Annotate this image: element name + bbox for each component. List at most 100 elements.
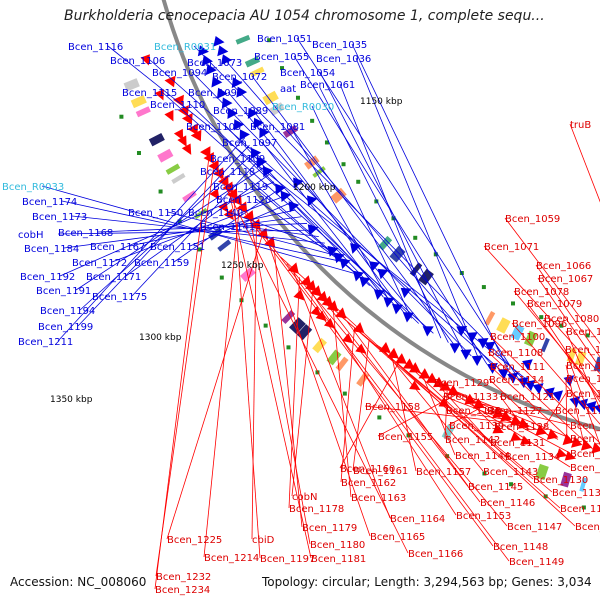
red-leader-line	[565, 330, 600, 410]
marker-dot	[509, 482, 514, 487]
reverse-gene-label: Bcen_1138	[446, 406, 501, 417]
red-leader-line	[250, 220, 311, 545]
reverse-gene-label: Bcen_1164	[390, 514, 445, 525]
reverse-gene-arrow	[408, 362, 421, 373]
reverse-gene-arrow	[520, 435, 532, 445]
blue-leader-line	[191, 71, 472, 357]
reverse-gene-arrow	[164, 110, 174, 122]
cog-category-block	[535, 463, 549, 481]
forward-gene-arrow	[507, 372, 519, 384]
forward-gene-arrow	[460, 349, 472, 360]
blue-leader-line	[289, 125, 391, 303]
blue-leader-line	[339, 83, 442, 339]
reverse-gene-arrow	[418, 368, 431, 379]
forward-gene-label: Bcen_1211	[18, 337, 73, 348]
cog-category-block	[356, 371, 370, 387]
reverse-gene-label: Bcen_1163	[351, 493, 406, 504]
reverse-gene-label: Bcen_1129	[434, 378, 489, 389]
reverse-gene-label: Bcen_1161	[353, 466, 408, 477]
reverse-gene-label: Bcen_1160	[340, 464, 395, 475]
red-leader-line	[280, 256, 576, 527]
red-leader-line	[251, 228, 257, 540]
forward-gene-label: Bcen_R0031	[154, 42, 216, 53]
reverse-gene-label: Bcen_1155	[378, 432, 433, 443]
marker-dot	[585, 333, 590, 338]
forward-gene-arrow	[288, 201, 300, 213]
cog-category-block	[312, 337, 327, 354]
cog-category-block	[262, 90, 279, 106]
forward-gene-arrow	[236, 86, 248, 98]
cog-category-block	[193, 207, 208, 220]
forward-gene-arrow	[216, 87, 228, 99]
reverse-gene-arrow	[181, 113, 193, 125]
cog-category-block	[123, 78, 140, 92]
red-leader-line	[288, 277, 300, 509]
cog-category-block	[540, 337, 550, 353]
reverse-gene-arrow	[402, 358, 415, 369]
forward-gene-label: Bcen_1054	[280, 68, 335, 79]
red-leader-line	[340, 327, 355, 483]
reverse-gene-arrow	[591, 442, 600, 454]
reverse-gene-arrow	[300, 275, 312, 287]
reverse-gene-label: Bcen_1117	[570, 434, 600, 445]
red-leader-line	[569, 123, 600, 203]
reverse-gene-label: Bcen_1139	[449, 421, 504, 432]
forward-gene-arrow	[552, 390, 564, 402]
marker-dot	[177, 219, 182, 224]
forward-gene-label: Bcen_1061	[300, 80, 355, 91]
scale-tick-label: 1200 kbp	[293, 183, 336, 193]
reverse-gene-label: Bcen_1143	[483, 467, 538, 478]
red-leader-line	[286, 263, 508, 527]
reverse-gene-label: Bcen_1197	[260, 554, 315, 565]
marker-dot	[342, 391, 347, 396]
cog-category-block	[326, 349, 342, 366]
forward-gene-arrow	[275, 183, 286, 195]
marker-dot	[445, 454, 450, 459]
forward-gene-arrow	[569, 396, 581, 408]
cog-category-block	[282, 124, 299, 138]
reverse-gene-label: Bcen_1162	[341, 478, 396, 489]
forward-gene-label: Bcen_1159	[134, 258, 189, 269]
reverse-gene-label: Bcen_1114	[489, 375, 544, 386]
reverse-gene-label: Bcen_1149	[509, 557, 564, 568]
forward-gene-label: Bcen_1081	[250, 122, 305, 133]
reverse-gene-label: Bcen_1122	[570, 449, 600, 460]
blue-leader-line	[261, 141, 384, 298]
reverse-gene-label: Bcen_1059	[505, 214, 560, 225]
reverse-gene-arrow	[492, 406, 504, 418]
reverse-gene-arrow	[387, 347, 399, 359]
forward-gene-label: Bcen_1116	[68, 42, 123, 53]
red-leader-line	[391, 355, 417, 472]
red-leader-line	[203, 205, 240, 558]
reverse-gene-label: Bcen_1121	[500, 392, 555, 403]
red-leader-line	[483, 245, 600, 375]
forward-gene-label: Bcen_1151	[150, 242, 205, 253]
blue-leader-line	[239, 225, 319, 238]
reverse-gene-label: Bcen_1111	[490, 362, 545, 373]
blue-leader-line	[167, 211, 338, 257]
forward-gene-label: Bcen_R0033	[2, 182, 64, 193]
reverse-gene-label: Bcen_1179	[302, 523, 357, 534]
forward-gene-arrow	[239, 129, 250, 141]
reverse-gene-label: Bcen_1071	[484, 242, 539, 253]
forward-gene-label: Bcen_1036	[316, 54, 371, 65]
forward-gene-arrow	[449, 343, 461, 354]
scale-tick-label: 1250 kbp	[221, 261, 264, 271]
accession-text: Accession: NC_008060	[10, 575, 147, 589]
marker-dot	[413, 235, 418, 240]
forward-gene-arrow	[247, 107, 259, 119]
blue-leader-line	[189, 202, 291, 247]
reverse-gene-label: Bcen_1083	[566, 327, 600, 338]
reverse-gene-label: Bcen_1157	[416, 467, 471, 478]
red-leader-line	[430, 380, 571, 439]
cog-category-block	[148, 132, 165, 147]
blue-leader-line	[251, 75, 457, 348]
reverse-gene-label: Bcen_1158	[365, 402, 420, 413]
reverse-gene-arrow	[209, 188, 220, 200]
reverse-gene-label: Bcen_1098	[566, 374, 600, 385]
red-leader-line	[511, 322, 600, 425]
blue-leader-line	[77, 144, 250, 327]
scale-tick-label: 1150 kbp	[360, 97, 403, 107]
forward-gene-label: Bcen_1175	[92, 292, 147, 303]
